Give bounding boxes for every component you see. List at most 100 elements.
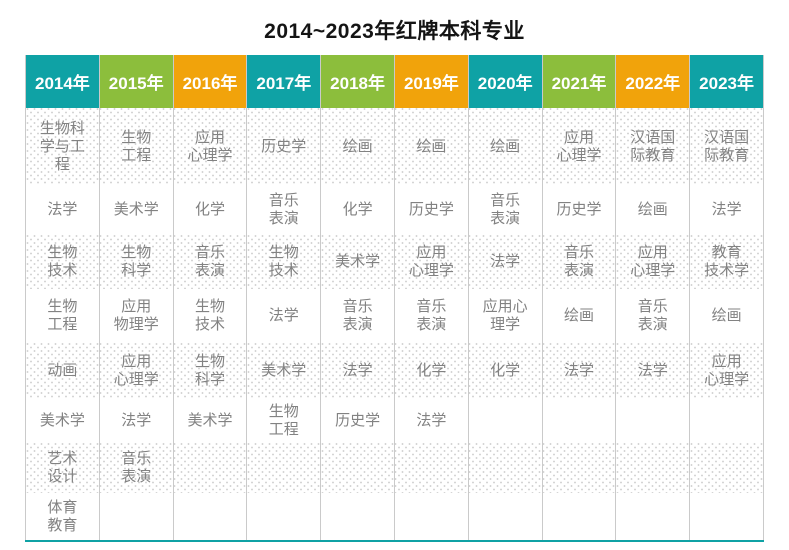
year-header-2019: 2019年 <box>393 55 469 108</box>
year-header-2020: 2020年 <box>467 55 543 108</box>
major-cell: 法学 <box>320 343 395 398</box>
major-cell: 音乐 表演 <box>246 185 322 235</box>
major-cell <box>615 493 691 541</box>
year-header-2022: 2022年 <box>615 55 691 108</box>
year-header-2015: 2015年 <box>98 55 174 108</box>
year-header-2021: 2021年 <box>541 55 617 108</box>
major-cell: 应用 心理学 <box>172 108 248 185</box>
major-cell <box>615 398 691 443</box>
major-cell: 法学 <box>689 185 764 235</box>
major-cell: 动画 <box>25 343 100 398</box>
major-cell: 体育 教育 <box>25 493 100 541</box>
major-cell: 美术学 <box>25 398 100 443</box>
major-cell: 教育 技术学 <box>689 235 764 289</box>
year-header-2014: 2014年 <box>25 55 100 108</box>
major-cell: 生物 工程 <box>98 108 174 185</box>
major-cell: 绘画 <box>541 289 617 343</box>
major-cell: 应用 心理学 <box>541 108 617 185</box>
major-cell: 应用 心理学 <box>689 343 764 398</box>
major-cell: 音乐 表演 <box>615 289 691 343</box>
major-cell: 法学 <box>25 185 100 235</box>
major-cell <box>541 443 617 493</box>
major-cell: 美术学 <box>172 398 248 443</box>
table-row: 生物 工程 应用 物理学 生物 技术 法学 音乐 表演 音乐 表演 应用心 理学 绘画 音乐 表… <box>25 289 764 343</box>
major-cell: 化学 <box>393 343 469 398</box>
header-row: 2014年 2015年 2016年 2017年 2018年 2019年 2020年 2021年… <box>25 55 764 108</box>
major-cell: 法学 <box>246 289 322 343</box>
major-cell: 音乐 表演 <box>541 235 617 289</box>
table-header: 2014年 2015年 2016年 2017年 2018年 2019年 2020年 2021年… <box>25 55 764 108</box>
major-cell: 生物 工程 <box>246 398 322 443</box>
major-cell <box>689 443 764 493</box>
major-cell: 绘画 <box>689 289 764 343</box>
major-cell: 历史学 <box>393 185 469 235</box>
major-cell <box>320 443 395 493</box>
major-cell <box>246 443 322 493</box>
major-cell <box>541 493 617 541</box>
major-cell: 美术学 <box>246 343 322 398</box>
major-cell: 绘画 <box>320 108 395 185</box>
major-cell: 绘画 <box>467 108 543 185</box>
major-cell: 应用心 理学 <box>467 289 543 343</box>
major-cell: 音乐 表演 <box>467 185 543 235</box>
major-cell: 生物 技术 <box>172 289 248 343</box>
major-cell: 绘画 <box>615 185 691 235</box>
major-cell: 化学 <box>172 185 248 235</box>
major-cell: 历史学 <box>246 108 322 185</box>
major-cell: 法学 <box>615 343 691 398</box>
major-cell <box>172 493 248 541</box>
major-cell: 生物 技术 <box>246 235 322 289</box>
table-row: 动画 应用 心理学 生物 科学 美术学 法学 化学 化学 法学 法学 应用 心理学 <box>25 343 764 398</box>
major-cell: 绘画 <box>393 108 469 185</box>
major-cell: 应用 心理学 <box>98 343 174 398</box>
major-cell: 音乐 表演 <box>320 289 395 343</box>
major-cell: 应用 心理学 <box>393 235 469 289</box>
major-cell: 法学 <box>541 343 617 398</box>
major-cell <box>689 493 764 541</box>
year-header-2017: 2017年 <box>246 55 322 108</box>
major-cell: 音乐 表演 <box>98 443 174 493</box>
major-cell <box>172 443 248 493</box>
year-header-2023: 2023年 <box>689 55 764 108</box>
table-body: 生物科 学与工 程生物 工程 应用 心理学 历史学 绘画 绘画 绘画 应用 心理学 汉语国 际… <box>25 108 764 541</box>
red-card-majors-table: 2014年 2015年 2016年 2017年 2018年 2019年 2020年 2021年… <box>25 55 764 542</box>
major-cell: 生物 科学 <box>172 343 248 398</box>
major-cell <box>467 398 543 443</box>
major-cell: 艺术 设计 <box>25 443 100 493</box>
major-cell: 汉语国 际教育 <box>615 108 691 185</box>
major-cell: 历史学 <box>320 398 395 443</box>
major-cell: 音乐 表演 <box>393 289 469 343</box>
major-cell <box>467 493 543 541</box>
major-cell: 生物 技术 <box>25 235 100 289</box>
major-cell <box>393 493 469 541</box>
major-cell: 美术学 <box>98 185 174 235</box>
major-cell: 生物科 学与工 程 <box>25 108 100 185</box>
table-row: 法学 美术学 化学 音乐 表演 化学 历史学 音乐 表演 历史学 绘画 法学 <box>25 185 764 235</box>
table-row: 体育 教育 <box>25 493 764 541</box>
major-cell: 法学 <box>98 398 174 443</box>
major-cell: 法学 <box>467 235 543 289</box>
major-cell: 历史学 <box>541 185 617 235</box>
major-cell <box>615 443 691 493</box>
major-cell <box>393 443 469 493</box>
major-cell: 生物 工程 <box>25 289 100 343</box>
table-row: 艺术 设计 音乐 表演 <box>25 443 764 493</box>
table-row: 生物科 学与工 程生物 工程 应用 心理学 历史学 绘画 绘画 绘画 应用 心理学 汉语国 际… <box>25 108 764 185</box>
major-cell: 汉语国 际教育 <box>689 108 764 185</box>
major-cell: 化学 <box>467 343 543 398</box>
page-title: 2014~2023年红牌本科专业 <box>264 20 525 43</box>
major-cell: 生物 科学 <box>98 235 174 289</box>
major-cell <box>320 493 395 541</box>
table-row: 生物 技术 生物 科学 音乐 表演 生物 技术 美术学 应用 心理学 法学 音乐 表演 应用 心… <box>25 235 764 289</box>
major-cell: 法学 <box>393 398 469 443</box>
major-cell <box>467 443 543 493</box>
year-header-2018: 2018年 <box>320 55 395 108</box>
major-cell: 应用 心理学 <box>615 235 691 289</box>
major-cell <box>541 398 617 443</box>
table-row: 美术学 法学 美术学 生物 工程 历史学 法学 <box>25 398 764 443</box>
major-cell: 美术学 <box>320 235 395 289</box>
major-cell: 化学 <box>320 185 395 235</box>
major-cell <box>246 493 322 541</box>
major-cell <box>98 493 174 541</box>
major-cell: 音乐 表演 <box>172 235 248 289</box>
